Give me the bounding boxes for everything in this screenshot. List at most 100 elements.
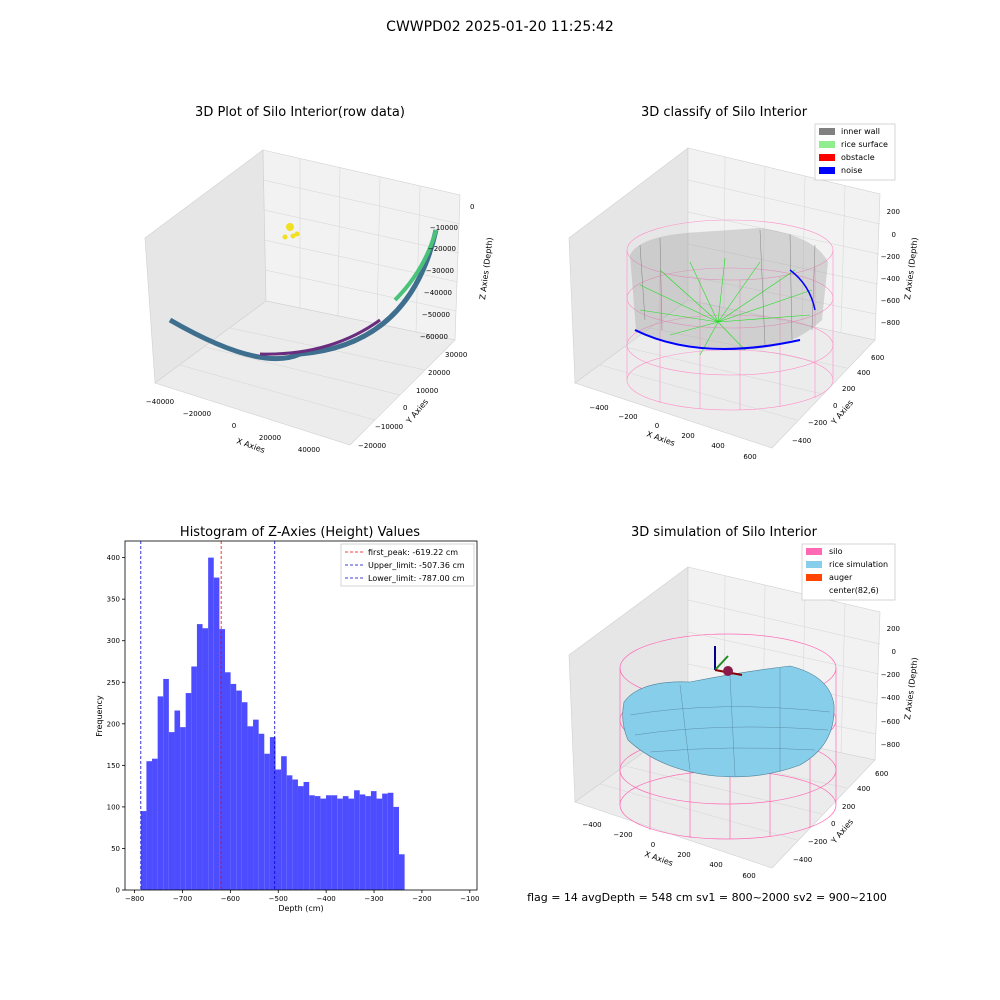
histogram-ytick-label: 150: [107, 762, 120, 770]
simulation-ytick: 0: [831, 820, 835, 828]
histogram-bar: [180, 727, 186, 890]
raw-ztick: 0: [470, 203, 474, 211]
simulation-xtick: −200: [613, 831, 632, 839]
raw-xtick: 0: [232, 422, 236, 430]
legend-swatch-rice-simulation: [806, 561, 822, 568]
panel-classify-title: 3D classify of Silo Interior: [641, 105, 808, 120]
classify-ytick: 600: [871, 354, 884, 362]
panel-raw-3d: 3D Plot of Silo Interior(row data) −4000…: [144, 105, 495, 455]
histogram-bar: [309, 795, 315, 890]
raw-ztick: −40000: [424, 289, 452, 297]
legend-label-center: center(82,6): [829, 586, 879, 595]
histogram-bar: [303, 781, 310, 890]
histogram-ytick-label: 300: [107, 637, 120, 645]
raw-xtick: −40000: [146, 398, 174, 406]
histogram-bar: [297, 786, 304, 890]
classify-ytick: −200: [808, 419, 827, 427]
simulation-xtick: 600: [742, 872, 755, 880]
simulation-xtick: 400: [709, 861, 722, 869]
raw-ztick: −20000: [428, 245, 456, 253]
raw-ytick: 0: [403, 404, 407, 412]
simulation-title: 3D simulation of Silo Interior: [631, 525, 818, 540]
histogram-ytick-label: 400: [107, 554, 120, 562]
histogram-xtick-label: −500: [269, 895, 288, 903]
classify-xtick: 400: [711, 442, 724, 450]
legend-label-rice-surface: rice surface: [841, 140, 888, 149]
histogram-bar: [365, 796, 371, 890]
classify-ztick: −200: [881, 253, 900, 261]
raw-zlabel: Z Axies (Depth): [478, 237, 495, 300]
histogram-bar: [292, 779, 298, 890]
histogram-bar: [168, 732, 175, 890]
auger-axis-y: [714, 655, 729, 671]
raw-data-trace-shallow: [393, 229, 438, 302]
histogram-bars: [140, 557, 405, 890]
legend-swatch-inner-wall: [819, 128, 835, 135]
histogram-frame: [124, 540, 478, 891]
histogram-bar: [258, 733, 265, 890]
histogram-bar: [286, 775, 293, 890]
legend-label-upper-limit: Upper_limit: -507.36 cm: [368, 561, 465, 570]
raw-ytick: −10000: [375, 423, 403, 431]
raw-data-cluster: [294, 231, 300, 237]
raw-data-cluster: [282, 234, 288, 240]
histogram-xtick-label: −600: [221, 895, 240, 903]
histogram-bar: [208, 557, 214, 890]
simulation-ztick: −800: [881, 741, 900, 749]
classify-noise-edge: [789, 269, 816, 311]
simulation-ztick: −200: [881, 671, 900, 679]
histogram-bar: [331, 795, 338, 890]
raw-ytick: 30000: [445, 351, 467, 359]
raw-data-trace: [168, 229, 439, 362]
classify-ytick: 200: [842, 385, 855, 393]
legend-swatch-silo: [806, 548, 822, 555]
histogram-bar: [157, 696, 164, 890]
histogram-bar: [213, 577, 220, 890]
classify-xtick: −400: [589, 404, 608, 412]
legend-label-inner-wall: inner wall: [841, 127, 880, 136]
simulation-ztick: 200: [887, 625, 900, 633]
simulation-xlabel: X Axies: [643, 849, 674, 868]
classify-legend: inner wall rice surface obstacle noise: [814, 123, 896, 181]
histogram-bar: [348, 798, 355, 890]
histogram-bar: [163, 678, 169, 890]
histogram-bar: [393, 806, 399, 890]
histogram-ytick-label: 0: [116, 887, 120, 895]
classify-inner-wall-lines: [639, 229, 816, 346]
classify-ztick: 200: [887, 208, 900, 216]
panel-simulation-3d: 3D simulation of Silo Interior: [568, 525, 920, 880]
legend-label-obstacle: obstacle: [841, 153, 875, 162]
histogram-xlabel: Depth (cm): [278, 904, 323, 913]
simulation-xtick: 200: [677, 851, 690, 859]
classify-zlabel: Z Axies (Depth): [903, 237, 920, 300]
histogram-xticks: −800 −700 −600 −500 −400 −300 −200 −100: [125, 890, 479, 903]
histogram-bar: [152, 758, 158, 890]
legend-label-auger: auger: [829, 573, 853, 582]
histogram-bar: [230, 683, 237, 890]
simulation-ztick: 0: [892, 648, 896, 656]
histogram-bar: [140, 811, 147, 890]
histogram-bar: [196, 624, 203, 890]
simulation-ztick: −600: [881, 718, 900, 726]
histogram-ytick-label: 100: [107, 803, 120, 811]
raw-ztick: −30000: [426, 267, 454, 275]
figure-title: CWWPD02 2025-01-20 11:25:42: [386, 19, 614, 35]
legend-swatch-rice-surface: [819, 141, 835, 148]
raw-xtick: 40000: [298, 446, 320, 454]
simulation-legend: silo rice simulation auger center(82,6): [801, 543, 896, 601]
classify-inner-wall: [630, 228, 828, 350]
simulation-ytick: −200: [808, 838, 827, 846]
histogram-bar: [320, 798, 327, 890]
classify-ztick: −400: [881, 275, 900, 283]
histogram-bar: [219, 629, 225, 890]
simulation-xtick: 0: [651, 841, 655, 849]
panel-histogram: Histogram of Z-Axies (Height) Values −80…: [95, 525, 479, 913]
classify-xtick: 200: [681, 432, 694, 440]
histogram-bar: [326, 795, 332, 890]
histogram-bar: [146, 761, 153, 890]
classify-ztick: −600: [881, 297, 900, 305]
histogram-xtick-label: −700: [173, 895, 192, 903]
histogram-bar: [354, 790, 360, 890]
raw-ytick: −20000: [358, 442, 386, 450]
panel-raw-title: 3D Plot of Silo Interior(row data): [195, 105, 405, 120]
